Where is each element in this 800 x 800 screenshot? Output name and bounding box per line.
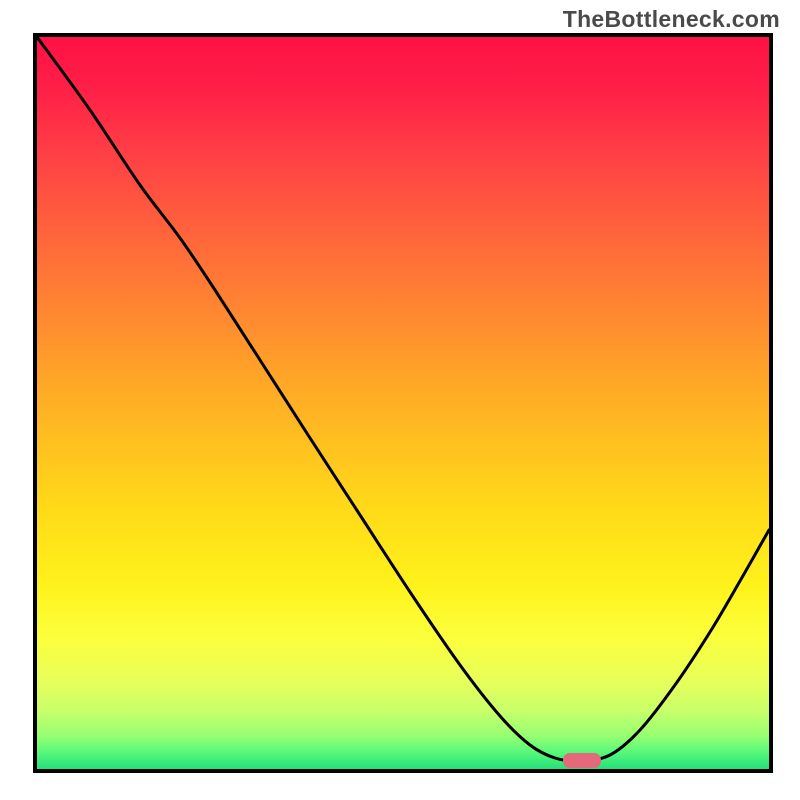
bottleneck-curve <box>37 37 769 761</box>
chart-svg <box>0 0 800 800</box>
optimal-marker <box>563 753 601 768</box>
watermark-text: TheBottleneck.com <box>563 6 780 33</box>
